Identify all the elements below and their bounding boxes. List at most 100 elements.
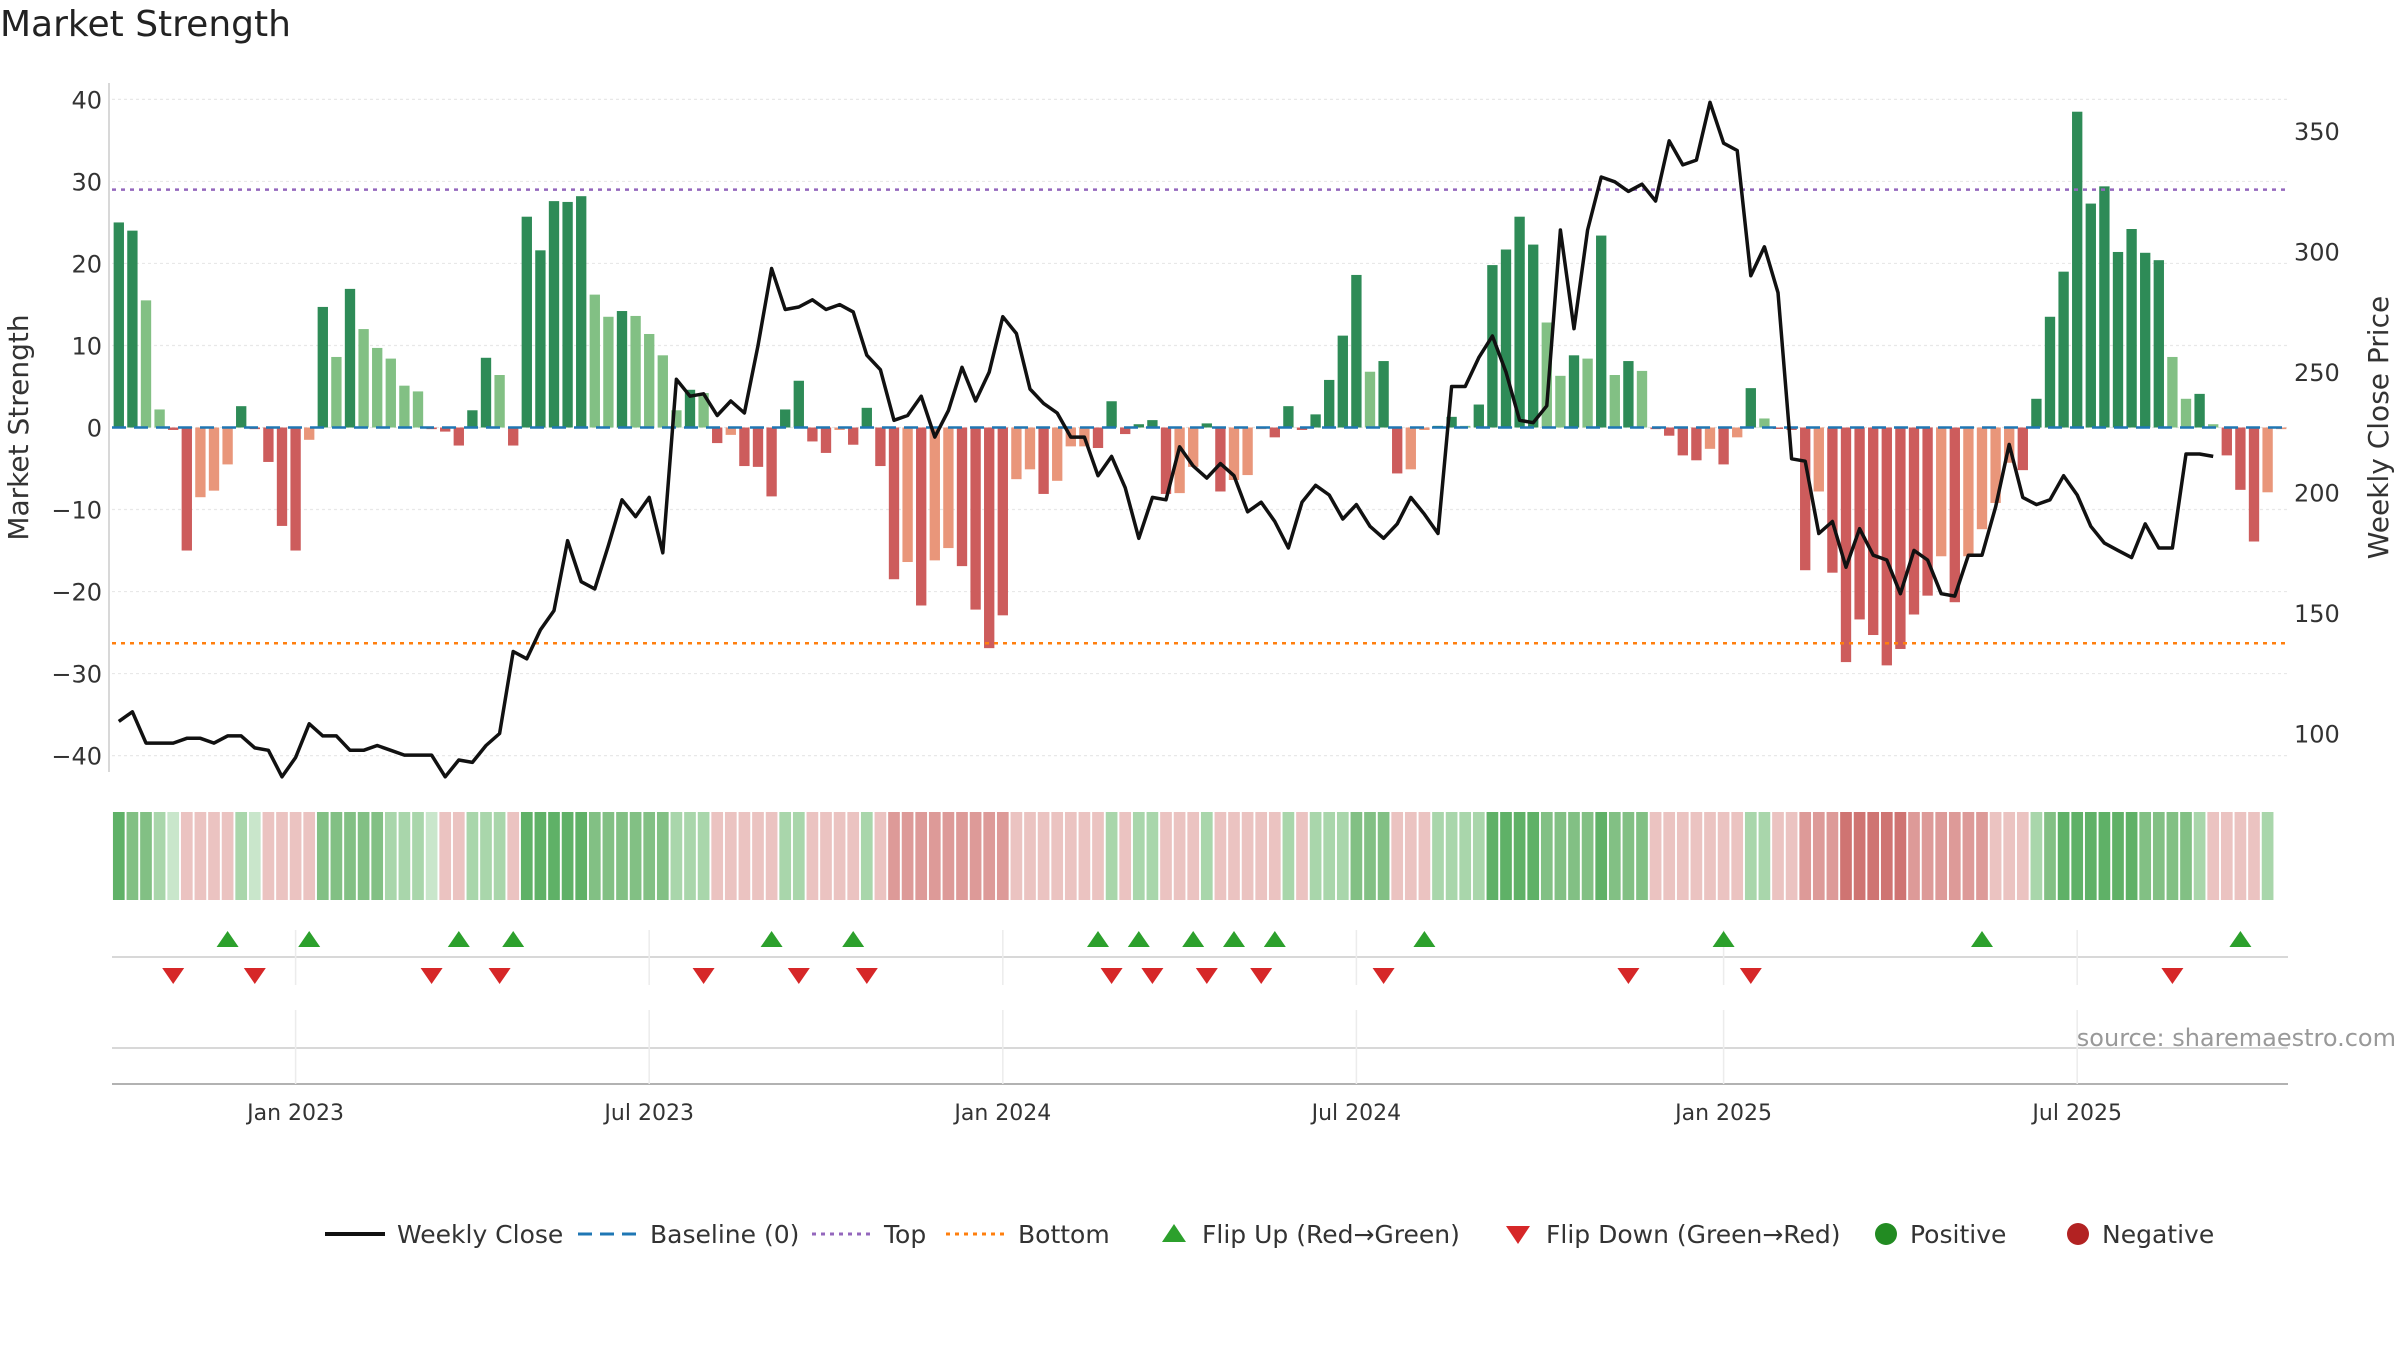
x-tick-label: Jan 2024 (952, 1101, 1051, 1126)
strength-bar (127, 230, 138, 428)
strength-strip-cell (126, 812, 139, 900)
strength-bar (1269, 427, 1280, 438)
strength-bar (1215, 427, 1226, 492)
strength-strip-cell (561, 812, 574, 900)
strength-strip-cell (711, 812, 724, 900)
strength-strip-cell (915, 812, 928, 900)
strength-bar (1092, 427, 1104, 449)
flip-down-marker (787, 968, 810, 984)
strength-bar (752, 427, 764, 467)
strength-bar (2235, 427, 2246, 490)
strength-strip-cell (2207, 812, 2220, 900)
flip-down-marker (2161, 968, 2184, 984)
strength-bar (1949, 427, 1960, 603)
strength-bar (181, 427, 192, 551)
strength-strip-cell (466, 812, 479, 900)
strength-strip-cell (2180, 812, 2192, 900)
strength-bar (1174, 427, 1185, 494)
strength-strip-cell (1976, 812, 1988, 900)
strength-strip-cell (1296, 812, 1308, 900)
strength-bar (1337, 335, 1348, 428)
legend-label: Flip Up (Red→Green) (1202, 1220, 1460, 1249)
strength-bar (399, 385, 410, 428)
strength-strip-cell (548, 812, 560, 900)
strength-strip-cell (112, 812, 125, 900)
flip-up-marker (1712, 931, 1735, 947)
strength-strip-cell (1785, 812, 1798, 900)
strength-bar (2017, 427, 2028, 471)
strength-strip-cell (575, 812, 588, 900)
strength-bar (263, 427, 274, 462)
strength-bar (1854, 427, 1865, 620)
strength-bar (562, 201, 573, 428)
strength-strip-cell (1037, 812, 1050, 900)
strength-bar (1228, 427, 1240, 480)
strength-strip-cell (1364, 812, 1376, 900)
strength-bar (1364, 371, 1376, 428)
strength-strip-cell (493, 812, 506, 900)
flip-down-marker (420, 968, 443, 984)
legend-item: Flip Down (Green→Red) (1506, 1220, 1841, 1249)
strength-bar (875, 427, 886, 467)
strength-strip-cell (1432, 812, 1444, 900)
strength-strip-cell (180, 812, 193, 900)
strength-bar (916, 427, 927, 606)
strength-bar (1405, 427, 1416, 470)
flip-up-marker (447, 931, 470, 947)
y-right-tick-label: 350 (2294, 118, 2340, 146)
legend-label: Negative (2102, 1220, 2214, 1249)
flip-up-marker (2229, 931, 2252, 947)
strength-bar (304, 427, 315, 440)
strength-bar (1201, 423, 1212, 428)
strength-strip-cell (2112, 812, 2124, 900)
strength-bar (1473, 404, 1484, 428)
strength-bar (222, 427, 233, 465)
strength-bar (1120, 427, 1131, 435)
y-right-tick-label: 150 (2294, 600, 2340, 628)
chart-title: Market Strength (0, 4, 291, 45)
x-tick-label: Jul 2024 (1310, 1101, 1402, 1126)
legend-item: Baseline (0) (578, 1220, 799, 1249)
y-tick-label: 10 (71, 332, 102, 360)
flip-down-marker (855, 968, 878, 984)
strength-strip-cell (1853, 812, 1866, 900)
y-tick-label: 30 (71, 168, 102, 196)
strength-strip-cell (1119, 812, 1132, 900)
strength-bar (1895, 427, 1906, 649)
strength-strip-cell (1336, 812, 1349, 900)
strength-bar (2221, 427, 2232, 456)
strength-strip-cell (425, 812, 438, 900)
y-tick-label: 40 (71, 86, 102, 114)
strength-bar (1528, 244, 1539, 428)
strength-strip-cell (1418, 812, 1431, 900)
strength-strip-cell (1867, 812, 1880, 900)
strength-strip-cell (670, 812, 683, 900)
strength-bar (1840, 427, 1852, 663)
strength-strip-cell (1132, 812, 1145, 900)
strength-strip-cell (1377, 812, 1390, 900)
strength-strip-cell (820, 812, 832, 900)
strength-strip-cell (1214, 812, 1227, 900)
strength-bar (861, 407, 872, 428)
strength-strip-cell (480, 812, 492, 900)
strength-strip-cell (996, 812, 1009, 900)
strength-bar (943, 427, 954, 549)
strength-bar (1419, 427, 1430, 430)
flip-down-marker (1372, 968, 1395, 984)
strength-strip-cell (1554, 812, 1567, 900)
strength-strip-cell (1989, 812, 2002, 900)
strength-bar (970, 427, 981, 610)
strength-bar (1664, 427, 1675, 436)
strength-strip-cell (2248, 812, 2260, 900)
strength-strip-cell (1146, 812, 1159, 900)
strength-strip-cell (384, 812, 397, 900)
legend-circle-swatch (1875, 1223, 1897, 1245)
strength-strip-cell (2261, 812, 2274, 900)
x-tick-label: Jan 2023 (245, 1101, 344, 1126)
strength-strip-cell (1010, 812, 1023, 900)
strength-strip-cell (779, 812, 792, 900)
strength-strip-cell (616, 812, 628, 900)
x-tick-label: Jan 2025 (1673, 1101, 1772, 1126)
strength-bar (195, 427, 206, 498)
strength-bar (848, 427, 859, 445)
